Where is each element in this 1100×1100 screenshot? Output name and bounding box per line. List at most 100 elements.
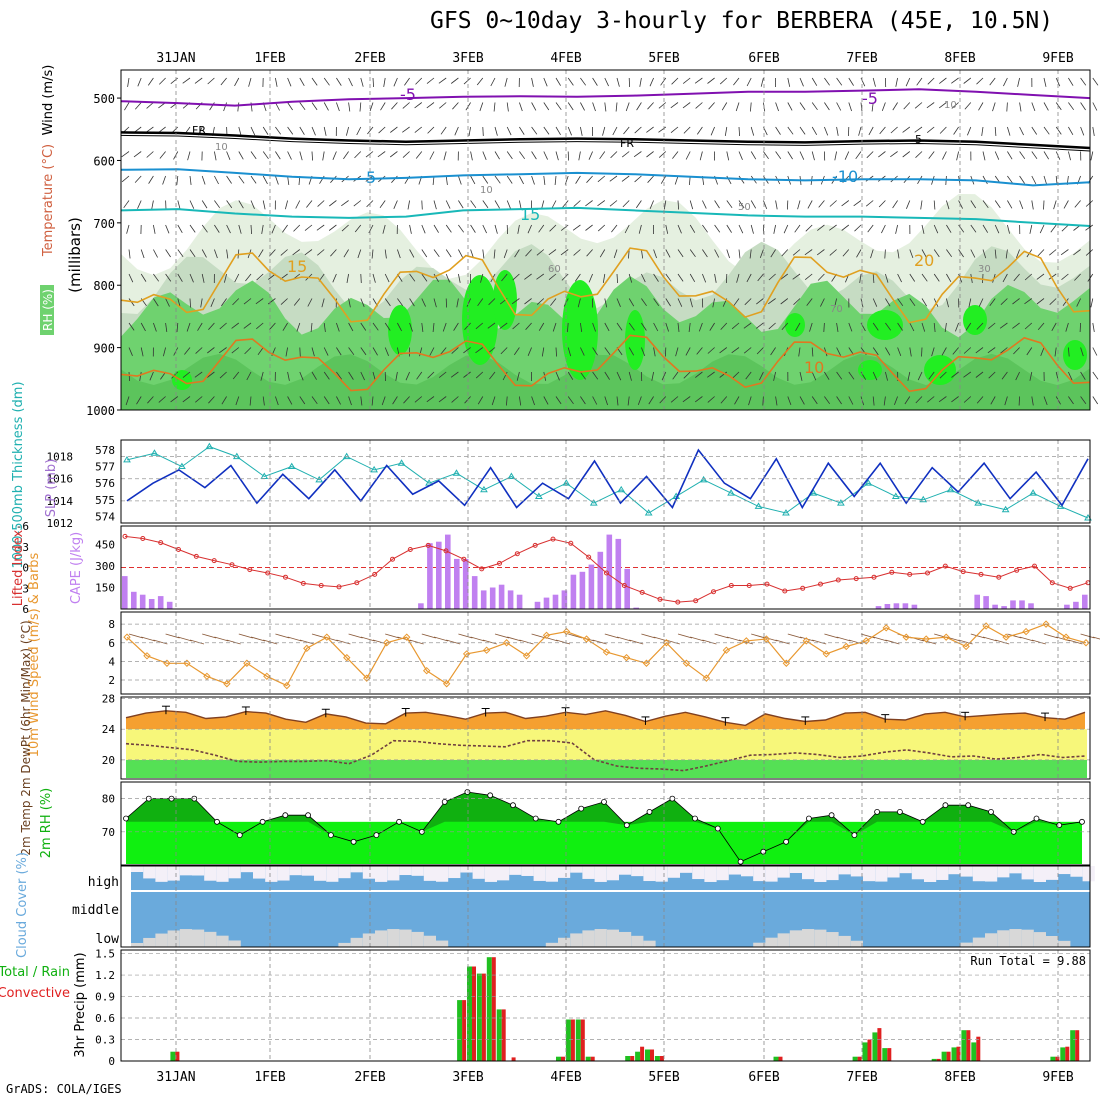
li-point bbox=[550, 536, 556, 542]
thickness-point bbox=[974, 499, 983, 506]
wind-barb bbox=[734, 396, 740, 405]
wind-barb bbox=[145, 126, 154, 133]
cloud-low-bar bbox=[545, 942, 558, 947]
wind-barb bbox=[454, 126, 459, 136]
wind-barb bbox=[482, 200, 489, 209]
wind-barb bbox=[121, 175, 130, 183]
wind-barb bbox=[382, 224, 386, 234]
wind-barb bbox=[257, 347, 264, 356]
wind-barb bbox=[829, 249, 837, 256]
wind-barb-10m bbox=[690, 636, 705, 642]
wind-barb bbox=[963, 347, 972, 354]
wind-barb bbox=[1015, 371, 1020, 381]
wind-barb bbox=[299, 347, 301, 357]
tick-slp-1016: 1016 bbox=[47, 473, 74, 486]
wind-speed-point bbox=[283, 681, 291, 690]
wind-barb bbox=[519, 126, 525, 135]
frame-wind bbox=[120, 611, 1091, 695]
precip-conv-bar bbox=[570, 1019, 575, 1061]
rh2m-point bbox=[464, 789, 471, 795]
wind-barb bbox=[989, 298, 996, 306]
cloud-high-gap bbox=[204, 866, 217, 881]
wind-barb-10m bbox=[604, 633, 619, 639]
wind-barb bbox=[140, 347, 144, 357]
wind-barb bbox=[586, 175, 593, 183]
wind-barb-10m bbox=[177, 636, 192, 642]
wind-barb bbox=[219, 322, 227, 330]
wind-barb bbox=[311, 126, 316, 136]
wind-barb bbox=[641, 347, 646, 357]
wind-barb-10m bbox=[458, 633, 473, 639]
wind-barb bbox=[458, 249, 463, 258]
wind-barb bbox=[153, 249, 158, 258]
wind-barb-10m bbox=[531, 633, 546, 639]
wind-barb bbox=[1036, 298, 1045, 305]
wind-barb bbox=[153, 298, 159, 307]
wind-barb bbox=[506, 396, 508, 406]
wind-speed-point bbox=[822, 650, 830, 658]
wind-barb bbox=[299, 77, 305, 86]
wind-barb bbox=[744, 298, 752, 306]
wind-barb bbox=[834, 151, 837, 161]
wind-barb bbox=[698, 322, 703, 332]
wind-barb bbox=[649, 77, 654, 87]
rh-cell-8 bbox=[963, 305, 987, 335]
wind-barb bbox=[804, 273, 813, 281]
wind-barb bbox=[580, 371, 586, 380]
wind-barb bbox=[409, 298, 415, 307]
wind-barb bbox=[616, 298, 621, 307]
wind-barb bbox=[853, 200, 862, 207]
cloud-high-gap bbox=[216, 866, 229, 882]
wind-barb-10m bbox=[958, 639, 973, 645]
wind-barb bbox=[670, 396, 679, 403]
wind-barb-10m bbox=[1019, 636, 1034, 642]
wind-speed-point bbox=[642, 659, 651, 667]
upper-ylabel-rh: RH (%) bbox=[41, 289, 55, 331]
wind-speed-point bbox=[922, 635, 930, 643]
precip-legend-total: Total / Rain bbox=[0, 965, 70, 980]
precip-conv-bar bbox=[867, 1039, 872, 1061]
wind-barb bbox=[360, 371, 365, 381]
wind-barb bbox=[1068, 151, 1071, 161]
wind-barb bbox=[237, 102, 240, 112]
wind-barb bbox=[665, 298, 671, 307]
wind-barb bbox=[295, 200, 301, 209]
wind10m-panel bbox=[123, 620, 1100, 690]
wind-barb bbox=[409, 322, 413, 332]
wind-barb bbox=[1031, 396, 1034, 406]
wind-barb bbox=[811, 151, 815, 161]
wind-barb bbox=[1055, 77, 1061, 87]
cloud-high-gap bbox=[1058, 866, 1071, 875]
tick-temp-28: 28 bbox=[102, 693, 115, 706]
wind-barb bbox=[458, 175, 462, 185]
wind-barb bbox=[976, 322, 984, 330]
wind-speed-point bbox=[762, 635, 771, 643]
wind-speed-point bbox=[1082, 639, 1090, 647]
cape-bar bbox=[427, 543, 433, 609]
wind-barb bbox=[1043, 396, 1048, 406]
cloud-high-gap bbox=[692, 866, 705, 880]
wind-barb bbox=[275, 396, 279, 406]
wind-barb bbox=[506, 102, 509, 112]
wind-barb bbox=[445, 249, 452, 258]
precip-conv-bar bbox=[481, 973, 486, 1061]
precip-total-bar bbox=[556, 1056, 561, 1061]
wind-barb bbox=[165, 273, 172, 282]
cloud-high-gap bbox=[887, 866, 900, 878]
wind-barb bbox=[321, 298, 325, 308]
wind-barb bbox=[946, 249, 953, 258]
wind-barb bbox=[975, 347, 984, 354]
wind-barb bbox=[858, 126, 862, 136]
precip-conv-bar bbox=[650, 1049, 654, 1061]
li-point bbox=[764, 581, 770, 587]
wind-barb bbox=[770, 249, 776, 258]
wind-barb bbox=[897, 322, 903, 331]
cloud-low-bar bbox=[167, 930, 180, 947]
wind-barb bbox=[909, 347, 912, 357]
wind-barb bbox=[824, 77, 830, 86]
contour-label: 10 bbox=[944, 100, 957, 111]
wind-barb bbox=[1018, 396, 1020, 406]
contour-label: 5 bbox=[915, 133, 922, 146]
thickness-point bbox=[178, 462, 186, 470]
wind-barb bbox=[323, 77, 330, 86]
